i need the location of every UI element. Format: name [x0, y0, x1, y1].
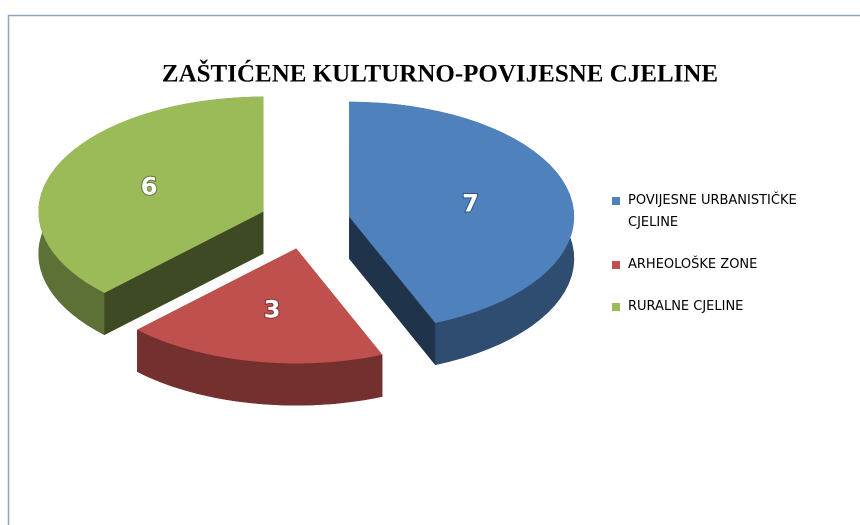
pie: 6 7 3: [38, 96, 575, 406]
legend-swatch: [612, 303, 620, 311]
slice-side: [349, 216, 436, 365]
legend-item: ARHEOLOŠKE ZONE: [612, 254, 852, 276]
data-label: 3: [264, 296, 281, 324]
slice-side: [137, 329, 383, 406]
slice: [38, 96, 264, 293]
data-label: 7: [462, 189, 479, 217]
legend-swatch: [612, 197, 620, 205]
legend: POVIJESNE URBANISTIČKE CJELINE ARHEOLOŠKE…: [612, 190, 852, 338]
legend-item: RURALNE CJELINE: [612, 296, 852, 318]
legend-label: ARHEOLOŠKE ZONE: [628, 257, 758, 272]
legend-swatch: [612, 261, 620, 269]
slice: [349, 101, 575, 323]
slice-side: [104, 211, 264, 335]
legend-label: POVIJESNE URBANISTIČKE CJELINE: [628, 193, 797, 230]
slice: [137, 248, 383, 364]
legend-label: RURALNE CJELINE: [628, 299, 744, 314]
legend-item: POVIJESNE URBANISTIČKE CJELINE: [612, 190, 852, 234]
data-label: 6: [141, 172, 158, 200]
chart-title: ZAŠTIĆENE KULTURNO-POVIJESNE CJELINE: [162, 60, 718, 88]
